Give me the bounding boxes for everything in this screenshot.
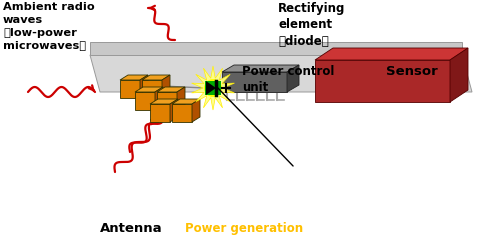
- Polygon shape: [315, 48, 468, 60]
- Polygon shape: [222, 65, 299, 72]
- Polygon shape: [162, 75, 170, 98]
- Polygon shape: [120, 80, 140, 98]
- Polygon shape: [157, 92, 177, 110]
- Polygon shape: [90, 42, 462, 55]
- Bar: [222, 72, 287, 92]
- Polygon shape: [172, 104, 192, 122]
- Polygon shape: [150, 104, 170, 122]
- Bar: [315, 60, 450, 102]
- Text: Sensor: Sensor: [386, 65, 438, 78]
- Polygon shape: [142, 80, 162, 98]
- Text: Rectifying
element
（diode）: Rectifying element （diode）: [278, 2, 346, 48]
- Polygon shape: [142, 75, 170, 80]
- Polygon shape: [191, 66, 234, 110]
- Polygon shape: [150, 99, 178, 104]
- Polygon shape: [450, 48, 468, 102]
- Text: Power control
unit: Power control unit: [242, 65, 334, 94]
- Polygon shape: [177, 87, 185, 110]
- Polygon shape: [192, 99, 200, 122]
- Polygon shape: [135, 92, 155, 110]
- Text: Ambient radio
waves
（low‐power
microwaves）: Ambient radio waves （low‐power microwave…: [3, 2, 95, 50]
- Polygon shape: [155, 87, 163, 110]
- Text: Power generation: Power generation: [185, 222, 303, 235]
- Polygon shape: [140, 75, 148, 98]
- Polygon shape: [287, 65, 299, 92]
- Polygon shape: [157, 87, 185, 92]
- Polygon shape: [90, 55, 472, 92]
- Text: Antenna: Antenna: [100, 222, 163, 235]
- Polygon shape: [135, 87, 163, 92]
- Polygon shape: [206, 81, 216, 95]
- Bar: [205, 81, 221, 95]
- Polygon shape: [120, 75, 148, 80]
- Polygon shape: [172, 99, 200, 104]
- Polygon shape: [170, 99, 178, 122]
- Circle shape: [204, 79, 222, 97]
